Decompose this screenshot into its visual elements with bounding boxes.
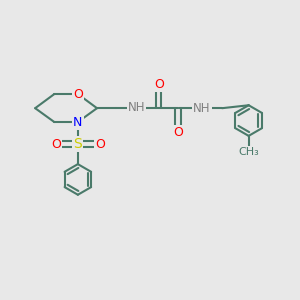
Text: O: O — [51, 138, 61, 151]
Text: NH: NH — [194, 102, 211, 115]
Text: O: O — [95, 138, 105, 151]
Text: O: O — [173, 126, 183, 139]
Text: O: O — [73, 88, 83, 100]
Text: CH₃: CH₃ — [238, 147, 259, 158]
Text: S: S — [74, 137, 82, 151]
Text: N: N — [73, 116, 83, 128]
Text: O: O — [154, 77, 164, 91]
Text: NH: NH — [128, 101, 146, 114]
